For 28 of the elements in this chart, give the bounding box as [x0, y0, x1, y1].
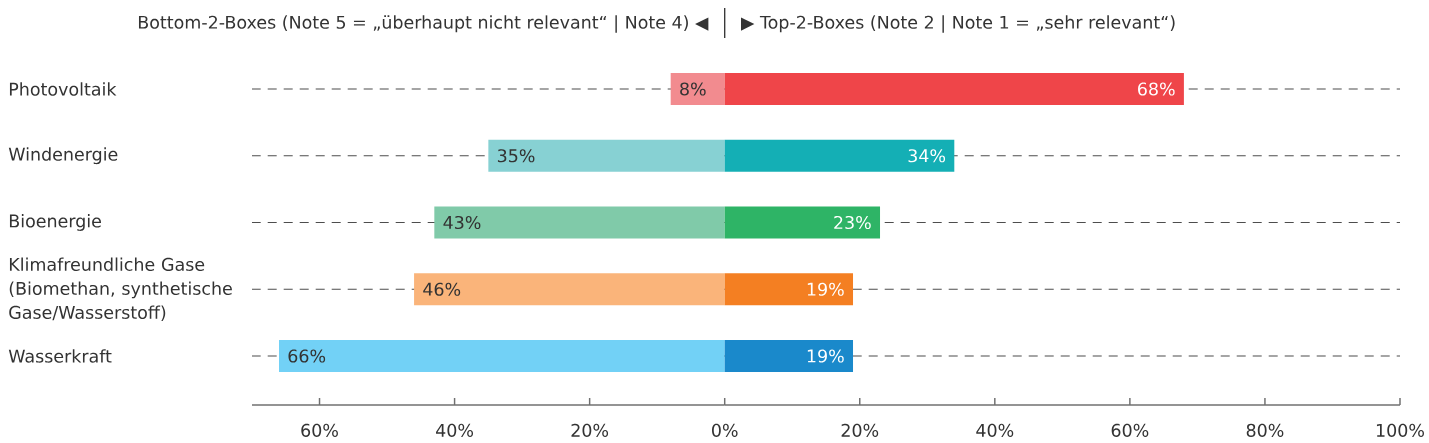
- data-label: 43%: [443, 215, 481, 230]
- y-tick-label: Windenergie: [8, 147, 118, 165]
- y-tick-label: Klimafreundliche Gase (Biomethan, synthetische Gase/Wasserstoff): [9, 257, 232, 322]
- x-tick-label: 20%: [571, 423, 609, 437]
- x-tick-label: 100%: [1376, 423, 1424, 437]
- data-label: 8%: [680, 82, 706, 96]
- data-label: 66%: [288, 349, 326, 363]
- data-label: 46%: [423, 282, 461, 296]
- data-label: 34%: [908, 149, 946, 163]
- x-tick-label: 0%: [712, 423, 738, 437]
- data-label: 35%: [497, 149, 535, 163]
- bar: [670, 73, 725, 105]
- data-label: 19%: [807, 282, 844, 296]
- y-tick-label: Wasserkraft: [8, 349, 112, 363]
- y-tick-label: Bioenergie: [9, 214, 101, 231]
- y-tick-label: Photovoltaik: [9, 82, 117, 96]
- x-tick-label: 40%: [436, 423, 474, 437]
- text: ▶ Top-2-Boxes (Note 2 | Note 1 = „sehr relevant“): [741, 15, 1175, 33]
- bar: [724, 340, 854, 372]
- data-label: 68%: [1138, 82, 1175, 96]
- text: Bottom-2-Boxes (Note 5 = „überhaupt nicht relevant“ | Note 4) ◀: [138, 15, 709, 33]
- data-label: 19%: [807, 349, 844, 363]
- data-label: 23%: [834, 215, 871, 230]
- x-tick-label: 60%: [301, 423, 338, 437]
- x-tick-label: 20%: [841, 423, 879, 437]
- x-tick-label: 80%: [1246, 423, 1284, 437]
- x-tick-label: 40%: [976, 423, 1014, 437]
- x-tick-label: 60%: [1111, 423, 1149, 437]
